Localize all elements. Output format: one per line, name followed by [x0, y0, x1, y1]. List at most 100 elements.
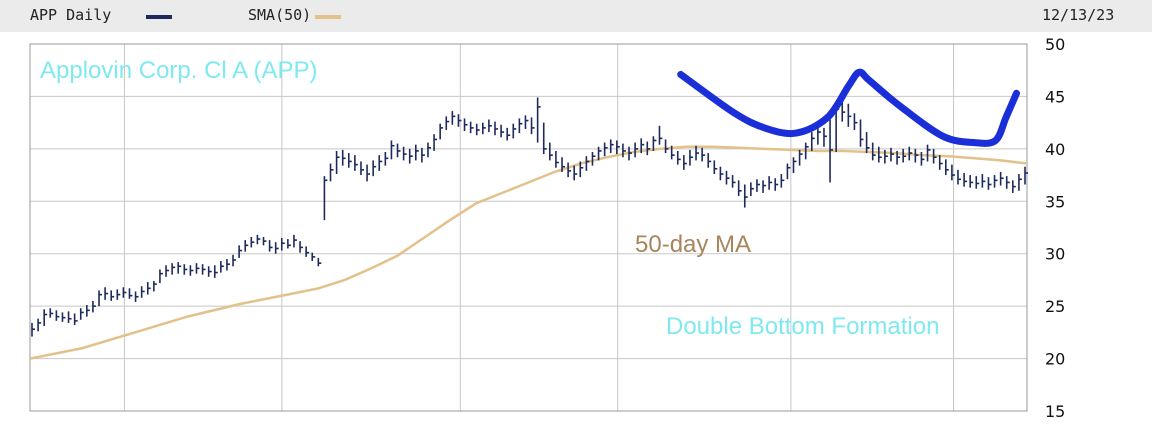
ohlc-bar	[731, 175, 736, 188]
sma-label: SMA(50)	[248, 6, 312, 24]
ohlc-bar	[104, 287, 109, 300]
ohlc-bar	[421, 147, 425, 163]
ohlc-bar	[877, 146, 882, 163]
y-tick-label: 40	[1045, 140, 1065, 159]
ohlc-bar	[884, 149, 888, 164]
ohlc-bar	[518, 118, 523, 134]
ohlc-bar	[207, 266, 212, 277]
ohlc-bar	[530, 117, 535, 135]
y-tick-label: 45	[1045, 87, 1065, 106]
ohlc-bar	[457, 114, 462, 127]
ohlc-bar	[536, 97, 541, 143]
company-annotation: Applovin Corp. Cl A (APP)	[40, 57, 317, 84]
ohlc-bar	[67, 311, 72, 323]
sma-line	[29, 145, 1028, 360]
ohlc-bar	[402, 146, 407, 161]
symbol-label: APP Daily	[30, 6, 112, 24]
ohlc-bar	[683, 155, 687, 170]
ohlc-bar	[488, 119, 492, 133]
ohlc-bar	[670, 145, 675, 160]
ohlc-bar	[810, 132, 815, 151]
ohlc-bar	[792, 157, 797, 173]
ohlc-bar	[579, 161, 584, 178]
ohlc-bar	[945, 159, 949, 176]
ohlc-bar	[280, 237, 285, 251]
ohlc-bar	[762, 180, 767, 193]
ohlc-bar	[786, 163, 791, 180]
ohlc-bar	[165, 265, 170, 277]
ohlc-bar	[128, 288, 133, 299]
y-tick-label: 20	[1045, 350, 1065, 369]
plot-frame	[29, 43, 1028, 412]
y-tick-label: 30	[1045, 245, 1065, 264]
ohlc-bar	[999, 171, 1004, 186]
ohlc-bar	[360, 161, 364, 176]
ohlc-bar	[506, 127, 511, 141]
ohlc-bar	[171, 263, 176, 275]
ohlc-bar	[153, 280, 157, 292]
grid-layer	[30, 44, 1027, 411]
ohlc-bar	[634, 142, 639, 158]
ohlc-bar	[561, 157, 566, 172]
ohlc-bar	[719, 166, 724, 181]
y-tick-label: 15	[1045, 402, 1065, 421]
ohlc-bar	[756, 179, 760, 192]
ohlc-bar	[920, 152, 925, 166]
ohlc-bar	[823, 127, 827, 147]
ohlc-bar	[890, 147, 894, 162]
ohlc-bar	[305, 246, 310, 257]
ohlc-bar	[116, 289, 121, 300]
ohlc-bar	[542, 122, 547, 155]
ohlc-bar	[951, 164, 955, 181]
ohlc-bar	[287, 239, 291, 249]
ohlc-bar	[938, 155, 943, 170]
ohlc-bar	[73, 313, 78, 326]
pattern-annotation: Double Bottom Formation	[666, 313, 939, 340]
ohlc-bar	[993, 175, 998, 188]
ohlc-bar	[963, 172, 968, 187]
ohlc-bar	[61, 312, 66, 322]
ohlc-bar	[1012, 180, 1016, 193]
ohlc-bars	[31, 97, 1028, 337]
ohlc-bar	[445, 116, 450, 130]
ohlc-bar	[159, 269, 163, 284]
ohlc-bar	[110, 290, 115, 301]
ohlc-bar	[524, 115, 529, 129]
ohlc-bar	[871, 142, 876, 161]
ohlc-bar	[555, 150, 559, 168]
ohlc-bar	[335, 150, 340, 175]
ohlc-bar	[622, 143, 626, 158]
ohlc-bar	[31, 322, 35, 337]
ohlc-bar	[640, 138, 645, 154]
ohlc-bar	[433, 134, 438, 151]
ohlc-bar	[658, 125, 663, 145]
ohlc-bar	[701, 147, 706, 162]
ohlc-bar	[213, 265, 218, 278]
ohlc-bar	[896, 150, 901, 165]
ohlc-bar	[439, 123, 444, 140]
ohlc-bar	[463, 118, 468, 132]
ohlc-bar	[43, 309, 48, 327]
chart-header: APP Daily SMA(50) 12/13/23	[0, 0, 1152, 32]
ohlc-bar	[482, 122, 486, 135]
ohlc-bar	[981, 174, 986, 188]
ohlc-bar	[323, 176, 328, 221]
ohlc-bar	[274, 242, 279, 254]
ohlc-bar	[932, 148, 937, 164]
ohlc-bar	[244, 240, 249, 252]
ohlc-bar	[914, 148, 919, 163]
ohlc-bar	[707, 153, 712, 168]
ohlc-bar	[366, 164, 371, 182]
ohlc-bar	[414, 144, 419, 161]
ohlc-bar	[37, 318, 42, 332]
ohlc-bar	[226, 258, 230, 271]
ohlc-bar	[1024, 166, 1028, 185]
ohlc-bar	[250, 236, 255, 248]
ohlc-bar	[585, 156, 590, 171]
ohlc-bar	[713, 160, 718, 175]
ohlc-bar	[317, 257, 322, 267]
ohlc-bar	[268, 240, 273, 252]
ohlc-bar	[384, 152, 389, 166]
ohlc-bar	[49, 308, 54, 318]
